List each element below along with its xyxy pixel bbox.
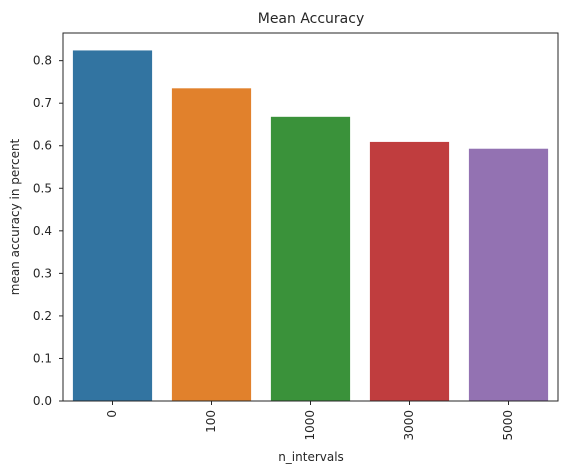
y-axis-ticks: 0.0 0.1 0.2 0.3 0.4 0.5 0.6 0.7 0.8: [33, 54, 63, 408]
bars-group: [72, 50, 549, 401]
bar-1000: [270, 116, 351, 401]
x-tick-label-3000: 3000: [402, 410, 416, 441]
y-tick-label: 0.6: [33, 139, 52, 153]
bar-3000: [369, 141, 450, 401]
y-tick-label: 0.2: [33, 309, 52, 323]
x-tick-label-0: 0: [105, 410, 119, 418]
x-tick-label-1000: 1000: [303, 410, 317, 441]
x-tick-label-100: 100: [204, 410, 218, 433]
y-tick-label: 0.0: [33, 394, 52, 408]
bar-0: [72, 50, 153, 401]
x-tick-label-5000: 5000: [501, 410, 515, 441]
y-tick-label: 0.3: [33, 266, 52, 280]
bar-5000: [468, 148, 549, 401]
y-tick-label: 0.7: [33, 96, 52, 110]
y-tick-label: 0.1: [33, 351, 52, 365]
x-axis-label: n_intervals: [278, 450, 344, 464]
y-tick-label: 0.5: [33, 181, 52, 195]
x-axis-ticks: 0 100 1000 3000 5000: [105, 401, 515, 441]
y-tick-label: 0.4: [33, 224, 52, 238]
y-tick-label: 0.8: [33, 54, 52, 68]
y-axis-label: mean accuracy in percent: [8, 138, 22, 295]
bar-100: [171, 88, 252, 401]
chart-title: Mean Accuracy: [258, 11, 365, 27]
